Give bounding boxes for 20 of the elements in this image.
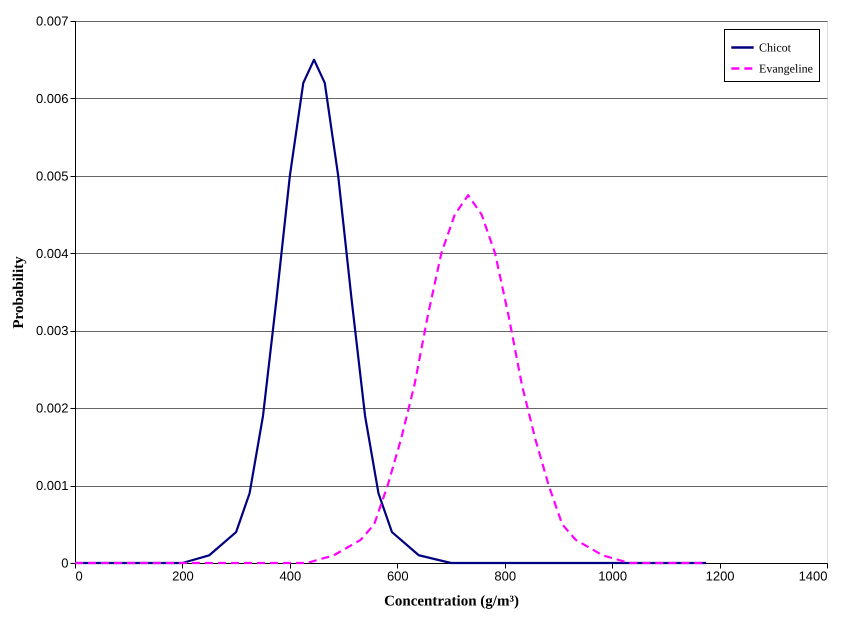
- y-tick-label: 0.006: [36, 90, 68, 106]
- y-tick-label: 0.005: [36, 168, 68, 184]
- x-tick-label: 200: [172, 568, 194, 584]
- x-tick-label: 800: [494, 568, 516, 584]
- y-tick-label: 0.001: [36, 478, 68, 494]
- x-tick-label: 1400: [798, 568, 828, 584]
- y-tick-label: 0.003: [36, 323, 68, 338]
- x-tick-label: 0: [76, 568, 83, 584]
- x-axis-title: Concentration (g/m³): [384, 594, 519, 610]
- legend-label: Chicot: [759, 40, 792, 54]
- legend-label: Evangeline: [759, 62, 813, 76]
- y-tick-label: 0.004: [36, 246, 68, 261]
- y-axis-title: Probability: [10, 256, 27, 329]
- x-tick-label: 400: [280, 568, 302, 584]
- y-tick-label: 0.002: [36, 400, 68, 416]
- y-tick-label: 0: [61, 556, 68, 570]
- y-tick-label: 0.007: [36, 14, 68, 28]
- x-tick-label: 1200: [706, 568, 735, 584]
- x-tick-label: 600: [386, 568, 409, 584]
- x-tick-label: 1000: [598, 568, 628, 584]
